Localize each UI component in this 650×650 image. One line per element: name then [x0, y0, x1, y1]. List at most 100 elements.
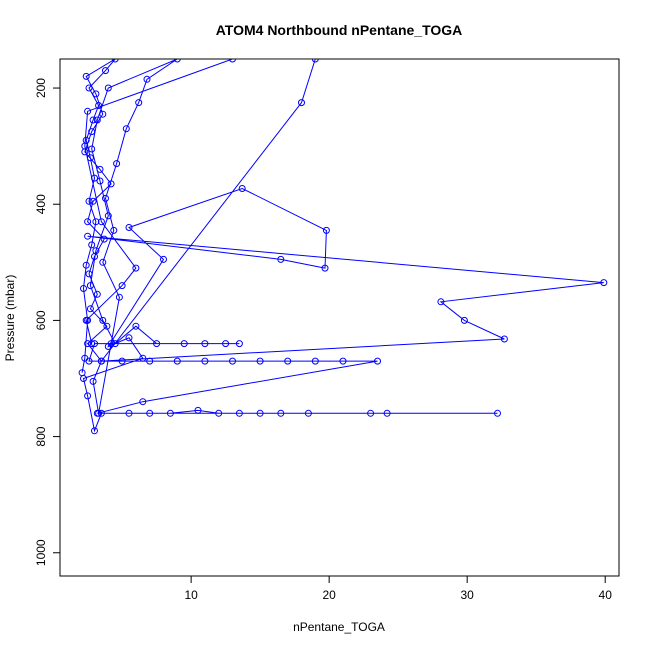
- data-point: [146, 409, 154, 417]
- y-axis: 200 400 600 800 1000: [34, 78, 61, 566]
- data-point: [235, 340, 243, 348]
- y-tick-label: 800: [34, 426, 48, 446]
- data-point: [92, 247, 100, 255]
- x-tick-label: 20: [322, 588, 336, 602]
- data-point: [374, 357, 381, 365]
- data-point: [84, 107, 92, 115]
- data-point: [215, 409, 223, 417]
- data-point: [80, 375, 87, 382]
- data-point: [88, 128, 96, 136]
- data-point: [160, 255, 167, 263]
- data-point: [143, 75, 151, 83]
- data-point: [93, 116, 101, 124]
- data-point: [89, 197, 97, 205]
- data-point: [84, 340, 92, 348]
- data-point: [238, 185, 246, 192]
- data-point: [494, 409, 501, 417]
- data-point: [89, 377, 97, 385]
- data-point: [80, 285, 87, 292]
- x-axis: 10 20 30 40: [184, 575, 613, 602]
- series-line: [81, 59, 604, 433]
- data-point: [125, 334, 133, 342]
- data-point: [311, 59, 319, 63]
- data-point: [111, 59, 119, 63]
- data-point: [201, 357, 209, 365]
- data-point: [118, 357, 126, 365]
- data-point: [118, 282, 126, 290]
- data-point: [311, 357, 319, 365]
- data-point: [100, 235, 108, 243]
- data-point: [284, 357, 292, 365]
- data-point: [304, 409, 312, 417]
- data-point: [84, 218, 92, 226]
- data-point: [95, 102, 103, 109]
- data-point: [88, 241, 96, 249]
- data-point: [110, 226, 118, 234]
- y-tick-label: 1000: [34, 539, 48, 566]
- data-point: [91, 174, 98, 182]
- data-point: [88, 340, 96, 348]
- data-point: [322, 226, 330, 234]
- data-point: [91, 427, 98, 435]
- data-point: [277, 409, 285, 417]
- data-point: [229, 59, 236, 63]
- data-point: [99, 316, 107, 324]
- data-point: [104, 212, 112, 220]
- data-point: [85, 270, 93, 278]
- data-point: [97, 357, 105, 365]
- data-point: [113, 160, 121, 168]
- data-point: [139, 398, 147, 406]
- plot-frame: [59, 58, 620, 577]
- data-point: [88, 145, 96, 153]
- data-point: [321, 264, 329, 272]
- data-point: [339, 357, 347, 365]
- data-point: [460, 316, 468, 324]
- data-point: [85, 357, 93, 365]
- data-point: [89, 116, 97, 124]
- data-point: [82, 72, 90, 80]
- data-point: [81, 142, 89, 150]
- data-point: [166, 409, 174, 417]
- data-point: [146, 357, 154, 365]
- data-point: [298, 99, 305, 107]
- data-point: [97, 218, 105, 226]
- data-point: [85, 197, 93, 205]
- data-point: [91, 340, 98, 348]
- data-point: [139, 354, 147, 362]
- y-axis-label: Pressure (mbar): [3, 275, 17, 362]
- data-point: [82, 316, 90, 324]
- data-point: [96, 165, 104, 173]
- data-point: [437, 298, 445, 306]
- data-point: [125, 224, 133, 231]
- data-point: [132, 322, 140, 330]
- x-tick-label: 40: [599, 588, 613, 602]
- data-point: [173, 59, 181, 63]
- x-tick-label: 10: [184, 588, 198, 602]
- data-point: [86, 154, 94, 162]
- data-point: [180, 340, 188, 348]
- data-point: [107, 180, 115, 188]
- data-point: [256, 357, 264, 365]
- data-point: [222, 340, 230, 348]
- data-point: [194, 406, 202, 414]
- data-point: [383, 409, 391, 417]
- data-point: [103, 322, 111, 330]
- data-point: [122, 125, 130, 133]
- data-point: [93, 409, 101, 417]
- y-tick-label: 400: [34, 194, 48, 214]
- y-tick-label: 200: [34, 78, 48, 98]
- data-point: [256, 409, 264, 417]
- data-point: [111, 340, 119, 348]
- data-point: [235, 409, 243, 417]
- data-point: [99, 110, 107, 118]
- data-point: [229, 357, 236, 365]
- data-point: [102, 67, 109, 75]
- data-point: [500, 335, 508, 343]
- data-point: [82, 261, 90, 269]
- data-point: [93, 290, 101, 298]
- data-point: [85, 84, 93, 92]
- x-axis-label: nPentane_TOGA: [293, 620, 385, 634]
- data-point: [135, 99, 143, 107]
- data-point: [125, 409, 133, 417]
- data-point: [92, 90, 100, 98]
